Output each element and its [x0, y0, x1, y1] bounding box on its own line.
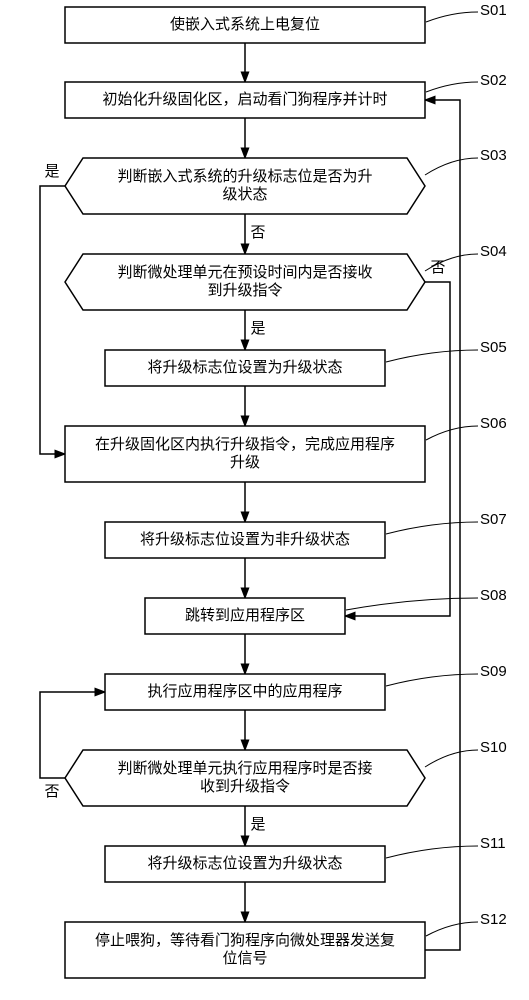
leader-line	[386, 522, 478, 534]
node-text-S03: 级状态	[222, 186, 267, 203]
step-label-S10: S10	[480, 739, 507, 756]
edge-label: 是	[44, 163, 59, 180]
leader-line	[426, 82, 478, 92]
step-label-S11: S11	[480, 835, 506, 852]
edge-label: 否	[250, 224, 265, 241]
node-text-S07: 将升级标志位设置为非升级状态	[140, 531, 350, 548]
edge-label: 是	[250, 816, 265, 833]
step-label-S12: S12	[480, 911, 507, 928]
leader-line	[426, 12, 478, 22]
node-text-S01: 使嵌入式系统上电复位	[170, 15, 320, 33]
node-text-S11: 将升级标志位设置为升级状态	[147, 855, 342, 872]
flowchart-canvas: 否是是是否否使嵌入式系统上电复位初始化升级固化区，启动看门狗程序并计时判断嵌入式…	[0, 0, 529, 1000]
step-label-S03: S03	[480, 147, 507, 164]
node-text-S04: 判断微处理单元在预设时间内是否接收	[117, 264, 372, 281]
step-label-S06: S06	[480, 415, 507, 432]
node-text-S10: 收到升级指令	[200, 778, 290, 795]
leader-line	[425, 158, 478, 175]
step-label-S02: S02	[480, 72, 507, 89]
node-text-S06: 升级	[230, 454, 260, 471]
leader-line	[426, 922, 478, 936]
leader-line	[386, 350, 478, 362]
step-label-S08: S08	[480, 587, 507, 604]
edge-label: 是	[250, 320, 265, 337]
node-text-S02: 初始化升级固化区，启动看门狗程序并计时	[102, 91, 387, 108]
node-text-S05: 将升级标志位设置为升级状态	[147, 359, 342, 376]
step-label-S09: S09	[480, 663, 507, 680]
edge-label: 否	[44, 783, 59, 800]
node-text-S10: 判断微处理单元执行应用程序时是否接	[117, 759, 372, 777]
node-text-S06: 在升级固化区内执行升级指令，完成应用程序	[95, 435, 395, 453]
step-label-S07: S07	[480, 511, 507, 528]
node-text-S12: 停止喂狗，等待看门狗程序向微处理器发送复	[95, 931, 395, 949]
node-text-S03: 判断嵌入式系统的升级标志位是否为升	[117, 168, 372, 185]
leader-line	[386, 674, 478, 686]
step-label-S01: S01	[480, 2, 507, 19]
step-label-S05: S05	[480, 339, 507, 356]
flow-edge	[40, 186, 65, 454]
step-label-S04: S04	[480, 243, 507, 260]
node-text-S09: 执行应用程序区中的应用程序	[147, 682, 342, 700]
node-text-S08: 跳转到应用程序区	[185, 606, 305, 624]
node-text-S12: 位信号	[222, 950, 267, 967]
leader-line	[425, 750, 478, 767]
leader-line	[386, 846, 478, 858]
leader-line	[426, 426, 478, 440]
node-text-S04: 到升级指令	[207, 282, 282, 299]
leader-line	[346, 598, 478, 610]
